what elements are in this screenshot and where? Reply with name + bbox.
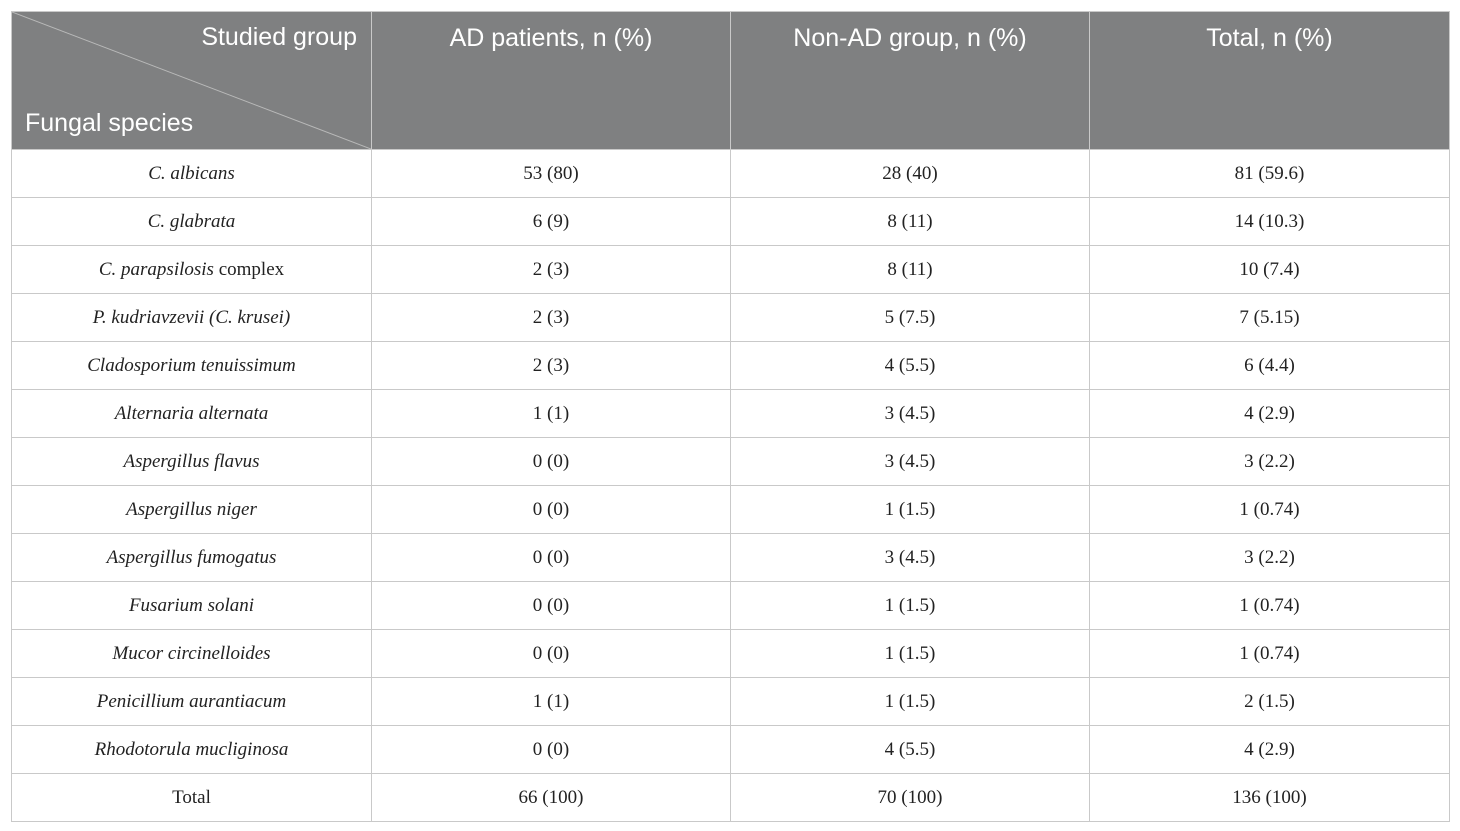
- species-cell: Fusarium solani: [11, 581, 372, 630]
- species-name: Aspergillus niger: [126, 498, 257, 520]
- studied-group-label: Studied group: [201, 23, 357, 51]
- species-name: Fusarium solani: [128, 594, 255, 616]
- species-name: C. albicans: [148, 162, 235, 184]
- species-cell: Aspergillus fumogatus: [11, 533, 372, 582]
- non-ad-group-cell: 3 (4.5): [730, 533, 1090, 582]
- header-row: Studied group Fungal species AD patients…: [11, 11, 1450, 150]
- total-cell: 81 (59.6): [1089, 149, 1450, 198]
- ad-patients-cell: 53 (80): [371, 149, 731, 198]
- non-ad-group-cell: 8 (11): [730, 197, 1090, 246]
- species-suffix: complex: [213, 258, 285, 280]
- non-ad-group-cell: 1 (1.5): [730, 485, 1090, 534]
- species-name: P. kudriavzevii (C. krusei): [92, 306, 291, 328]
- total-cell: 2 (1.5): [1089, 677, 1450, 726]
- total-cell: 1 (0.74): [1089, 629, 1450, 678]
- non-ad-group-cell: 8 (11): [730, 245, 1090, 294]
- total-cell: 7 (5.15): [1089, 293, 1450, 342]
- column-header-non-ad-group: Non-AD group, n (%): [730, 11, 1090, 150]
- total-cell: 4 (2.9): [1089, 725, 1450, 774]
- ad-patients-cell: 0 (0): [371, 581, 731, 630]
- ad-patients-cell: 2 (3): [371, 341, 731, 390]
- table-row: P. kudriavzevii (C. krusei) 2 (3) 5 (7.5) 7…: [11, 293, 1450, 342]
- fungal-species-table-container: Studied group Fungal species AD patients…: [11, 11, 1450, 822]
- table-row: Fusarium solani 0 (0) 1 (1.5) 1 (0.74): [11, 581, 1450, 630]
- species-cell: Aspergillus niger: [11, 485, 372, 534]
- total-cell: 10 (7.4): [1089, 245, 1450, 294]
- species-name: Penicillium aurantiacum: [96, 690, 287, 712]
- fungal-species-table: Studied group Fungal species AD patients…: [11, 11, 1450, 822]
- species-name: C. parapsilosis: [98, 258, 214, 280]
- species-cell: Aspergillus flavus: [11, 437, 372, 486]
- table-row: C. glabrata 6 (9) 8 (11) 14 (10.3): [11, 197, 1450, 246]
- table-row: Alternaria alternata 1 (1) 3 (4.5) 4 (2.9): [11, 389, 1450, 438]
- table-row: Aspergillus flavus 0 (0) 3 (4.5) 3 (2.2): [11, 437, 1450, 486]
- species-cell: Alternaria alternata: [11, 389, 372, 438]
- total-label-cell: Total: [11, 773, 372, 822]
- species-cell: C. albicans: [11, 149, 372, 198]
- total-cell: 4 (2.9): [1089, 389, 1450, 438]
- total-cell: 6 (4.4): [1089, 341, 1450, 390]
- non-ad-group-cell: 3 (4.5): [730, 389, 1090, 438]
- non-ad-group-cell: 5 (7.5): [730, 293, 1090, 342]
- species-name: Cladosporium tenuissimum: [87, 354, 296, 376]
- table-row: Rhodotorula mucliginosa 0 (0) 4 (5.5) 4 (2.…: [11, 725, 1450, 774]
- table-row: Aspergillus niger 0 (0) 1 (1.5) 1 (0.74): [11, 485, 1450, 534]
- total-cell: 3 (2.2): [1089, 437, 1450, 486]
- diagonal-header-cell: Studied group Fungal species: [11, 11, 372, 150]
- table-row: C. albicans 53 (80) 28 (40) 81 (59.6): [11, 149, 1450, 198]
- table-row: Penicillium aurantiacum 1 (1) 1 (1.5) 2 (1.…: [11, 677, 1450, 726]
- non-ad-group-total-cell: 70 (100): [730, 773, 1090, 822]
- total-cell: 14 (10.3): [1089, 197, 1450, 246]
- non-ad-group-cell: 4 (5.5): [730, 725, 1090, 774]
- total-row: Total 66 (100) 70 (100) 136 (100): [11, 773, 1450, 822]
- ad-patients-cell: 6 (9): [371, 197, 731, 246]
- total-cell: 1 (0.74): [1089, 485, 1450, 534]
- ad-patients-cell: 0 (0): [371, 485, 731, 534]
- non-ad-group-cell: 1 (1.5): [730, 677, 1090, 726]
- species-name: Rhodotorula mucliginosa: [94, 738, 289, 760]
- species-name: C. glabrata: [147, 210, 236, 232]
- grand-total-cell: 136 (100): [1089, 773, 1450, 822]
- species-cell: C. glabrata: [11, 197, 372, 246]
- non-ad-group-cell: 4 (5.5): [730, 341, 1090, 390]
- ad-patients-cell: 0 (0): [371, 437, 731, 486]
- total-cell: 1 (0.74): [1089, 581, 1450, 630]
- table-body: C. albicans 53 (80) 28 (40) 81 (59.6) C. gla…: [11, 149, 1450, 822]
- species-cell: C. parapsilosis complex: [11, 245, 372, 294]
- non-ad-group-cell: 3 (4.5): [730, 437, 1090, 486]
- ad-patients-total-cell: 66 (100): [371, 773, 731, 822]
- species-cell: P. kudriavzevii (C. krusei): [11, 293, 372, 342]
- column-header-total: Total, n (%): [1089, 11, 1450, 150]
- ad-patients-cell: 0 (0): [371, 725, 731, 774]
- species-name: Alternaria alternata: [114, 402, 269, 424]
- species-name: Mucor circinelloides: [112, 642, 271, 664]
- species-name: Aspergillus flavus: [123, 450, 260, 472]
- non-ad-group-cell: 28 (40): [730, 149, 1090, 198]
- ad-patients-cell: 1 (1): [371, 389, 731, 438]
- species-cell: Cladosporium tenuissimum: [11, 341, 372, 390]
- ad-patients-cell: 0 (0): [371, 533, 731, 582]
- table-row: C. parapsilosis complex 2 (3) 8 (11) 10 (7.…: [11, 245, 1450, 294]
- table-row: Aspergillus fumogatus 0 (0) 3 (4.5) 3 (2.2): [11, 533, 1450, 582]
- ad-patients-cell: 2 (3): [371, 293, 731, 342]
- ad-patients-cell: 0 (0): [371, 629, 731, 678]
- species-cell: Penicillium aurantiacum: [11, 677, 372, 726]
- non-ad-group-cell: 1 (1.5): [730, 581, 1090, 630]
- table-row: Cladosporium tenuissimum 2 (3) 4 (5.5) 6 (4…: [11, 341, 1450, 390]
- non-ad-group-cell: 1 (1.5): [730, 629, 1090, 678]
- column-header-ad-patients: AD patients, n (%): [371, 11, 731, 150]
- species-cell: Mucor circinelloides: [11, 629, 372, 678]
- diagonal-divider-line: [12, 12, 371, 149]
- table-row: Mucor circinelloides 0 (0) 1 (1.5) 1 (0.74): [11, 629, 1450, 678]
- total-cell: 3 (2.2): [1089, 533, 1450, 582]
- table-header: Studied group Fungal species AD patients…: [11, 11, 1450, 150]
- fungal-species-label: Fungal species: [25, 109, 194, 137]
- species-name: Aspergillus fumogatus: [106, 546, 277, 568]
- ad-patients-cell: 2 (3): [371, 245, 731, 294]
- ad-patients-cell: 1 (1): [371, 677, 731, 726]
- species-cell: Rhodotorula mucliginosa: [11, 725, 372, 774]
